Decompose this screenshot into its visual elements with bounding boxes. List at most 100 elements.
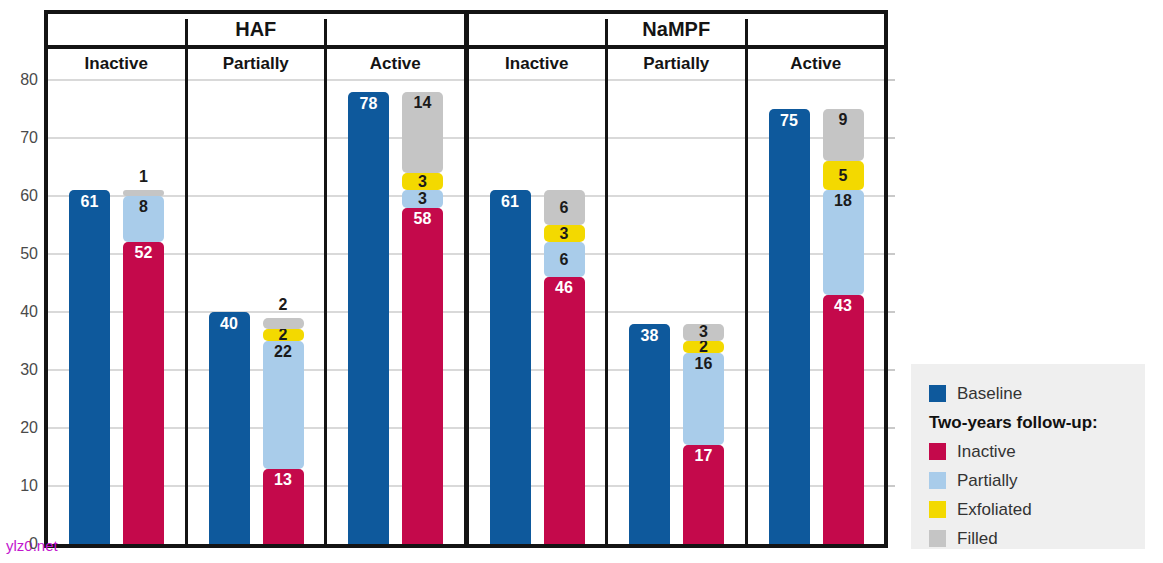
bar-value-label: 8 bbox=[123, 199, 164, 215]
segment-filled bbox=[263, 318, 304, 330]
bar-value-label: 6 bbox=[544, 252, 585, 268]
panel-header-row: InactivePartiallyActiveInactivePartially… bbox=[48, 49, 884, 79]
segment-filled: 3 bbox=[683, 324, 724, 341]
panel-haf-active: 78 58 33 14 bbox=[324, 79, 464, 544]
baseline-bar: 75 bbox=[769, 109, 810, 544]
segment-partially: 6 bbox=[544, 242, 585, 277]
bar-value-label: 22 bbox=[263, 344, 304, 360]
y-axis-label: 50 bbox=[4, 245, 38, 263]
bar-value-label: 13 bbox=[263, 472, 304, 488]
segment-exfoliated: 3 bbox=[544, 225, 585, 242]
bar-value-label: 2 bbox=[263, 296, 304, 314]
y-axis-label: 40 bbox=[4, 303, 38, 321]
bar-value-label: 58 bbox=[402, 211, 443, 227]
panel-header-haf-active: Active bbox=[324, 19, 464, 79]
stacked-bar-chart-figure: HAFNaMPF InactivePartiallyActiveInactive… bbox=[0, 0, 1163, 563]
bar-value-label: 2 bbox=[263, 327, 304, 343]
legend: Baseline Two-years follow-up: Inactive P… bbox=[911, 364, 1145, 549]
segment-partially: 16 bbox=[683, 353, 724, 446]
bar-value-label: 9 bbox=[823, 112, 864, 128]
bar-value-label: 1 bbox=[123, 168, 164, 186]
y-axis-tick bbox=[888, 369, 895, 371]
baseline-bar: 40 bbox=[209, 312, 250, 544]
panel-header-nampf-partially: Partially bbox=[605, 19, 745, 79]
y-axis-tick bbox=[888, 253, 895, 255]
panel-header-haf-inactive: Inactive bbox=[48, 49, 185, 79]
panel-haf-partially: 40132222 bbox=[185, 79, 325, 544]
segment-exfoliated: 5 bbox=[823, 161, 864, 190]
bar-value-label: 40 bbox=[209, 316, 250, 332]
baseline-bar: 78 bbox=[348, 92, 389, 544]
baseline-bar: 38 bbox=[629, 324, 670, 544]
legend-label: Inactive bbox=[957, 442, 1016, 462]
panel-nampf-inactive: 6146 6 3 6 bbox=[464, 79, 606, 544]
bar-value-label: 2 bbox=[683, 339, 724, 355]
baseline-swatch-icon bbox=[929, 385, 946, 402]
bar-value-label: 14 bbox=[402, 95, 443, 111]
legend-item-inactive: Inactive bbox=[929, 437, 1145, 466]
segment-partially: 18 bbox=[823, 190, 864, 294]
bar-value-label: 3 bbox=[544, 226, 585, 242]
inactive-swatch-icon bbox=[929, 443, 946, 460]
bar-value-label: 3 bbox=[402, 191, 443, 207]
legend-item-exfoliated: Exfoliated bbox=[929, 495, 1145, 524]
y-axis-label: 70 bbox=[4, 129, 38, 147]
segment-filled: 6 bbox=[544, 190, 585, 225]
bar-value-label: 16 bbox=[683, 356, 724, 372]
bar-value-label: 3 bbox=[402, 174, 443, 190]
segment-inactive: 52 bbox=[123, 242, 164, 544]
segment-exfoliated: 3 bbox=[402, 173, 443, 190]
legend-label: Baseline bbox=[957, 384, 1022, 404]
y-axis-label: 20 bbox=[4, 419, 38, 437]
chart-frame: HAFNaMPF InactivePartiallyActiveInactive… bbox=[44, 10, 888, 548]
segment-partially: 3 bbox=[402, 190, 443, 207]
y-axis-tick bbox=[888, 195, 895, 197]
segment-exfoliated: 2 bbox=[263, 329, 304, 341]
baseline-bar: 61 bbox=[490, 190, 531, 544]
legend-label: Partially bbox=[957, 471, 1017, 491]
y-axis-label: 30 bbox=[4, 361, 38, 379]
y-axis-tick bbox=[888, 79, 895, 81]
y-axis-label: 80 bbox=[4, 71, 38, 89]
y-axis-tick bbox=[888, 485, 895, 487]
y-axis-tick bbox=[888, 311, 895, 313]
y-axis-tick bbox=[888, 137, 895, 139]
panel-header-nampf-active: Active bbox=[745, 19, 885, 79]
y-axis-label: 10 bbox=[4, 477, 38, 495]
plot-area: 6152814013222278583314614663638171623754… bbox=[48, 79, 884, 544]
exfoliated-swatch-icon bbox=[929, 501, 946, 518]
bar-value-label: 3 bbox=[683, 324, 724, 340]
legend-label: Exfoliated bbox=[957, 500, 1032, 520]
bar-value-label: 78 bbox=[348, 96, 389, 112]
panels: 6152814013222278583314614663638171623754… bbox=[48, 79, 884, 544]
legend-item-filled: Filled bbox=[929, 524, 1145, 553]
bar-value-label: 61 bbox=[69, 194, 110, 210]
bar-value-label: 43 bbox=[823, 298, 864, 314]
bar-value-label: 38 bbox=[629, 328, 670, 344]
panel-nampf-partially: 38 17 16 23 bbox=[605, 79, 745, 544]
legend-item-partially: Partially bbox=[929, 466, 1145, 495]
legend-followup-title: Two-years follow-up: bbox=[929, 408, 1145, 437]
segment-inactive: 43 bbox=[823, 295, 864, 544]
baseline-bar: 61 bbox=[69, 190, 110, 544]
legend-item-baseline: Baseline bbox=[929, 379, 1145, 408]
panel-header-nampf-inactive: Inactive bbox=[464, 19, 606, 79]
segment-filled: 14 bbox=[402, 92, 443, 173]
segment-inactive: 46 bbox=[544, 277, 585, 544]
segment-filled: 9 bbox=[823, 109, 864, 161]
segment-exfoliated: 2 bbox=[683, 341, 724, 353]
segment-inactive: 58 bbox=[402, 208, 443, 544]
panel-nampf-active: 75 43 18 5 9 bbox=[745, 79, 885, 544]
bar-value-label: 75 bbox=[769, 113, 810, 129]
segment-partially: 22 bbox=[263, 341, 304, 469]
segment-inactive: 13 bbox=[263, 469, 304, 544]
segment-partially: 8 bbox=[123, 196, 164, 242]
y-axis-label: 60 bbox=[4, 187, 38, 205]
segment-inactive: 17 bbox=[683, 445, 724, 544]
bar-value-label: 6 bbox=[544, 200, 585, 216]
panel-header-haf-partially: Partially bbox=[185, 19, 325, 79]
partially-swatch-icon bbox=[929, 472, 946, 489]
y-axis-label: 0 bbox=[4, 535, 38, 553]
bar-value-label: 18 bbox=[823, 193, 864, 209]
filled-swatch-icon bbox=[929, 530, 946, 547]
